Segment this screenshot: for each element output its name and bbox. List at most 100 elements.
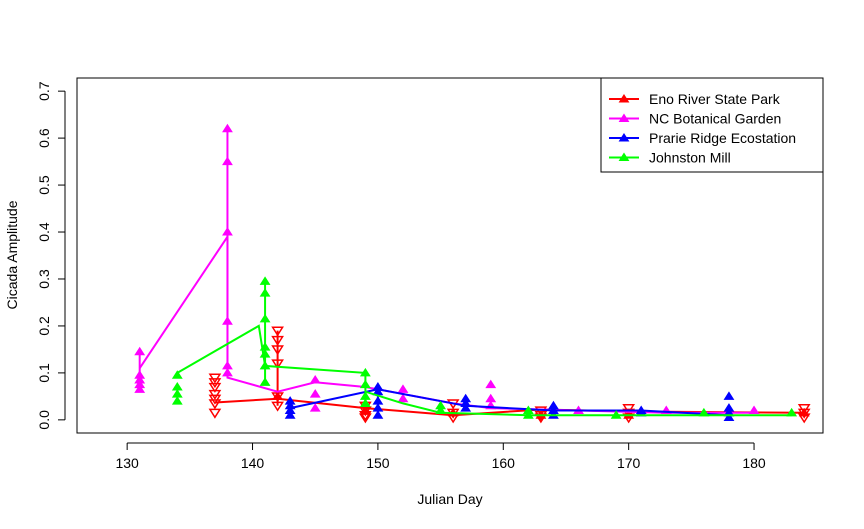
data-point-open xyxy=(271,392,284,403)
y-axis: 0.0 0.1 0.2 0.3 0.4 0.5 0.6 0.7 xyxy=(36,81,66,430)
y-tick-label: 0.7 xyxy=(36,81,52,101)
data-point xyxy=(222,360,233,370)
data-point xyxy=(259,313,271,323)
data-point-open xyxy=(797,408,811,419)
data-point xyxy=(460,403,472,412)
data-point-open xyxy=(534,413,548,424)
data-point-open xyxy=(208,394,222,405)
y-tick-label: 0.3 xyxy=(36,269,52,289)
data-point xyxy=(786,407,798,417)
legend-label: Prarie Ridge Ecostation xyxy=(649,130,796,146)
y-tick-label: 0.4 xyxy=(36,222,52,242)
data-point-open xyxy=(622,403,636,415)
data-point xyxy=(284,410,296,419)
data-point xyxy=(610,410,622,419)
data-point xyxy=(397,384,409,393)
data-point-open xyxy=(271,335,284,346)
series-line xyxy=(289,388,730,417)
data-point xyxy=(359,379,371,389)
series-3 xyxy=(171,276,798,419)
y-tick-label: 0.6 xyxy=(36,128,52,148)
data-point xyxy=(723,412,735,422)
data-point-open xyxy=(208,389,222,400)
y-tick-label: 0.1 xyxy=(36,363,52,383)
data-point-open xyxy=(797,413,811,424)
data-point xyxy=(372,396,384,405)
data-point xyxy=(222,123,233,133)
x-tick-label: 150 xyxy=(366,455,390,471)
data-point-open xyxy=(271,359,284,370)
data-point xyxy=(435,405,447,414)
data-point xyxy=(171,396,183,405)
data-point-open xyxy=(622,413,636,424)
x-tick-label: 140 xyxy=(241,455,265,471)
data-point xyxy=(485,393,497,403)
data-point-open xyxy=(271,326,284,337)
y-tick-label: 0.2 xyxy=(36,316,52,336)
data-point xyxy=(259,377,271,386)
data-point xyxy=(134,384,146,393)
data-point-open xyxy=(359,411,372,422)
legend: Eno River State Park NC Botanical Garden P… xyxy=(600,77,824,173)
data-point xyxy=(485,379,497,389)
plot-frame xyxy=(76,77,824,434)
legend-label: Johnston Mill xyxy=(649,150,731,166)
y-axis-title: Cicada Amplitude xyxy=(4,200,20,309)
data-point xyxy=(259,360,271,370)
data-point xyxy=(222,367,233,377)
legend-box xyxy=(600,77,824,173)
legend-marker xyxy=(618,133,630,142)
data-point-open xyxy=(622,408,636,419)
data-point-open xyxy=(208,378,222,389)
y-tick-label: 0.0 xyxy=(36,410,52,430)
data-point-open xyxy=(797,403,811,415)
data-point-open xyxy=(208,373,222,384)
y-tick-label: 0.5 xyxy=(36,175,52,195)
data-point xyxy=(372,403,384,412)
data-point xyxy=(222,156,233,166)
data-point xyxy=(309,374,321,384)
data-point xyxy=(723,391,735,400)
data-point xyxy=(359,398,371,407)
x-tick-label: 130 xyxy=(115,455,139,471)
series-line xyxy=(176,324,792,417)
data-point xyxy=(698,407,710,417)
data-point xyxy=(134,346,146,356)
legend-marker xyxy=(618,94,630,103)
data-point xyxy=(259,288,271,297)
legend-label: NC Botanical Garden xyxy=(649,111,781,127)
data-point-open xyxy=(359,413,372,424)
series-2 xyxy=(284,381,735,422)
x-axis: 130 140 150 160 170 180 xyxy=(115,442,766,471)
data-point xyxy=(309,403,321,412)
legend-marker xyxy=(618,113,630,123)
x-axis-title: Julian Day xyxy=(417,491,482,507)
data-point-open xyxy=(208,399,222,410)
data-point xyxy=(171,389,183,398)
legend-marker xyxy=(618,152,630,162)
data-point xyxy=(372,410,384,419)
x-tick-label: 160 xyxy=(492,455,516,471)
data-point-open xyxy=(208,382,222,393)
data-point xyxy=(222,316,233,325)
data-point xyxy=(259,276,271,285)
data-point-open xyxy=(208,408,222,419)
data-point xyxy=(397,393,409,403)
plot-area xyxy=(134,123,811,424)
x-tick-label: 170 xyxy=(617,455,641,471)
data-point xyxy=(309,389,321,398)
data-point xyxy=(171,370,183,379)
x-tick-label: 180 xyxy=(742,455,766,471)
data-point xyxy=(748,405,760,414)
data-point xyxy=(259,349,271,358)
data-point-open xyxy=(534,406,548,417)
data-point xyxy=(522,410,534,419)
legend-label: Eno River State Park xyxy=(649,91,781,107)
data-point xyxy=(359,367,371,377)
data-point-open xyxy=(271,401,284,412)
data-point-open xyxy=(359,406,372,417)
data-point-open xyxy=(271,345,284,356)
data-point xyxy=(171,381,183,391)
data-point xyxy=(222,227,233,236)
